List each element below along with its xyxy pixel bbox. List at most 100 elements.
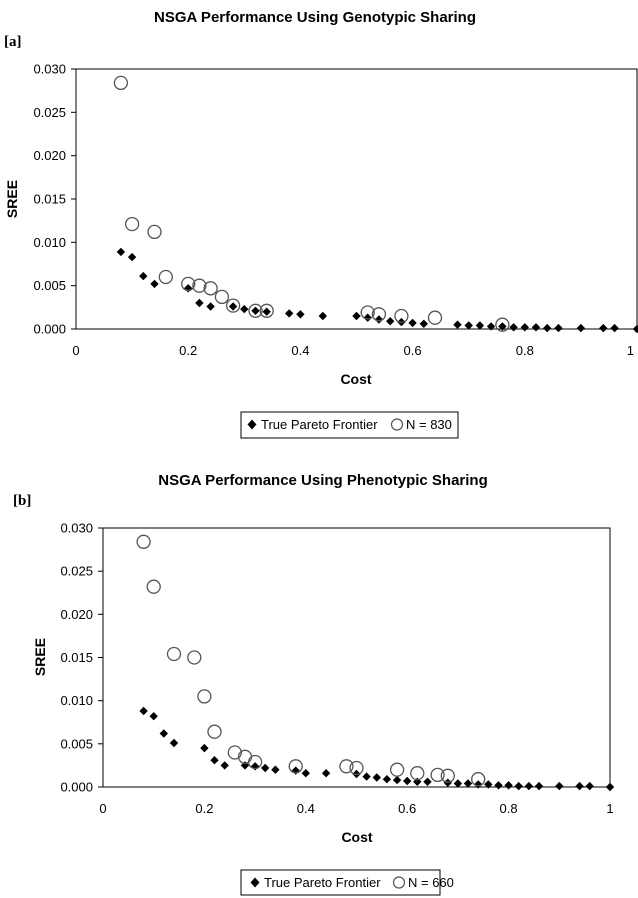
diamond-data-point: [463, 779, 473, 788]
chart-b-x-tick-label: 1: [606, 801, 613, 816]
chart-a-x-tick-label: 0.2: [179, 343, 197, 358]
diamond-data-point: [419, 319, 428, 328]
chart-a-x-tick-label: 1: [627, 343, 634, 358]
chart-a-y-tick-label: 0.005: [33, 278, 66, 293]
circle-data-point: [248, 303, 263, 318]
chart-a-y-tick-labels: 0.030 0.025 0.020 0.015 0.010 0.005 0.00…: [33, 62, 66, 337]
legend-circle-marker: [392, 876, 406, 889]
circle-data-point: [410, 766, 425, 781]
circle-data-point: [227, 745, 242, 760]
chart-b-y-axis-title: SREE: [32, 638, 48, 676]
diamond-data-point: [632, 324, 638, 334]
diamond-data-point: [408, 318, 417, 328]
legend-label-true-pareto-frontier: True Pareto Frontier: [264, 875, 381, 890]
diamond-data-point: [486, 322, 496, 331]
diamond-data-point: [210, 756, 219, 765]
chart-a-x-tick-label: 0.4: [291, 343, 309, 358]
diamond-data-point: [531, 323, 541, 332]
chart-panel-b: NSGA Performance Using Phenotypic Sharin…: [13, 472, 615, 896]
chart-a-title: NSGA Performance Using Genotypic Sharing: [154, 9, 476, 26]
circle-data-point: [225, 298, 241, 313]
chart-a-panel-label: [a]: [4, 34, 22, 50]
diamond-data-point: [206, 302, 215, 311]
circle-data-point: [349, 760, 364, 776]
circle-data-point: [495, 317, 510, 332]
diamond-data-point: [514, 781, 523, 791]
circle-data-point: [371, 307, 387, 322]
diamond-data-point: [362, 772, 371, 781]
chart-b-x-tick-label: 0: [99, 801, 106, 816]
circle-data-point: [146, 579, 161, 594]
circle-data-point: [147, 224, 162, 240]
diamond-data-point: [509, 323, 518, 332]
diamond-data-point: [599, 323, 608, 333]
chart-a-y-tick-label: 0.020: [33, 148, 66, 163]
circle-data-point: [203, 281, 218, 296]
diamond-data-point: [228, 302, 238, 311]
chart-b-x-tick-label: 0.4: [297, 801, 315, 816]
diamond-data-point: [475, 321, 485, 330]
chart-b-data-marks: [136, 534, 615, 792]
chart-b-x-tick-label: 0.8: [500, 801, 518, 816]
chart-a-y-tick-label: 0.010: [33, 235, 66, 250]
diamond-data-point: [352, 311, 361, 321]
diamond-data-point: [240, 304, 249, 314]
circle-data-point: [259, 303, 274, 318]
chart-a-legend: True Pareto Frontier N = 830: [240, 411, 459, 439]
circle-data-point: [158, 269, 173, 285]
diamond-data-point: [453, 320, 462, 329]
diamond-data-point: [251, 306, 260, 315]
circle-data-point: [207, 724, 222, 739]
diamond-data-point: [423, 777, 432, 786]
diamond-data-point: [534, 781, 544, 791]
diamond-data-point: [605, 782, 615, 792]
chart-b-y-tick-label: 0.020: [60, 607, 93, 622]
circle-data-point: [197, 689, 212, 704]
diamond-data-point: [159, 729, 168, 738]
circle-data-point: [430, 767, 445, 783]
chart-b-y-tick-label: 0.000: [60, 780, 93, 795]
diamond-data-point: [250, 762, 260, 771]
diamond-data-point: [374, 315, 384, 324]
chart-a-x-tick-label: 0.6: [404, 343, 422, 358]
chart-b-y-tick-label: 0.015: [60, 650, 93, 665]
chart-b-x-axis-title: Cost: [341, 829, 372, 845]
circle-data-point: [247, 754, 263, 770]
chart-b-x-tick-label: 0.2: [195, 801, 213, 816]
circle-data-point: [187, 650, 202, 665]
diamond-data-point: [484, 780, 493, 789]
diamond-data-point: [386, 317, 395, 326]
diamond-data-point: [543, 323, 552, 333]
chart-b-x-tick-label: 0.6: [398, 801, 416, 816]
circle-data-point: [427, 310, 443, 325]
chart-a-x-axis-title: Cost: [340, 371, 371, 387]
diamond-data-point: [150, 279, 159, 289]
diamond-data-point: [413, 777, 422, 786]
diamond-data-point: [321, 769, 331, 778]
diamond-data-point: [453, 779, 463, 788]
diamond-data-point: [301, 769, 310, 778]
diamond-data-point: [139, 271, 148, 281]
legend-label-n-830: N = 830: [406, 417, 452, 432]
diamond-data-point: [271, 765, 280, 774]
diamond-data-point: [464, 321, 473, 330]
circle-data-point: [288, 759, 303, 774]
chart-a-y-tick-label: 0.030: [33, 62, 66, 77]
circle-data-point: [192, 278, 207, 293]
chart-a-legend-box: [240, 411, 459, 439]
diamond-data-point: [610, 323, 619, 333]
diamond-data-point: [555, 781, 564, 791]
circle-data-point: [214, 289, 230, 305]
diamond-data-point: [498, 322, 507, 331]
chart-b-y-tick-label: 0.010: [60, 693, 93, 708]
diamond-data-point: [520, 323, 529, 332]
chart-a-x-tick-label: 0.8: [516, 343, 534, 358]
chart-a-y-tick-label: 0.015: [33, 192, 66, 207]
diamond-data-point: [494, 781, 503, 790]
diamond-data-point: [220, 761, 229, 770]
diamond-data-point: [382, 775, 392, 784]
diamond-data-point: [127, 252, 137, 262]
diamond-data-point: [262, 307, 271, 316]
diamond-data-point: [575, 781, 584, 791]
diamond-data-point: [363, 313, 372, 322]
